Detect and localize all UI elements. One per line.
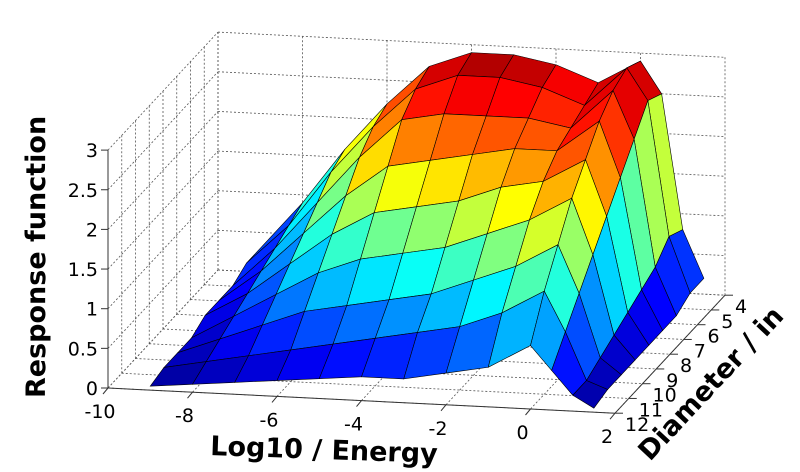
x-tick-mark (609, 412, 616, 420)
x-tick-mark (102, 387, 109, 395)
y-tick-label: 10 (653, 385, 677, 407)
x-tick-label: -4 (344, 414, 363, 436)
y-tick-label: 12 (625, 414, 649, 436)
x-axis-label: Log10 / Energy (210, 431, 439, 470)
x-tick-label: -2 (429, 418, 448, 440)
x-tick-label: -10 (84, 401, 115, 423)
x-tick-mark (356, 400, 362, 407)
y-tick-label: 6 (708, 326, 720, 348)
side-wall-grid-line (107, 230, 219, 349)
x-tick-mark (440, 404, 447, 412)
y-tick-label: 8 (680, 355, 692, 377)
x-tick-mark (187, 391, 193, 399)
surface-patch (572, 380, 609, 409)
z-tick-label: 3 (86, 140, 98, 162)
x-tick-label: 0 (516, 422, 528, 444)
z-tick-label: 1.5 (68, 259, 98, 281)
back-wall-grid-line (217, 31, 726, 58)
surface (149, 52, 705, 409)
y-tick-label: 7 (694, 340, 706, 362)
side-wall-grid-line (107, 31, 219, 151)
y-tick-label: 4 (735, 296, 747, 318)
x-tick-label: -6 (260, 409, 279, 431)
z-tick-label: 0.5 (68, 338, 98, 360)
x-tick-mark (271, 396, 278, 403)
z-tick-label: 0 (86, 378, 98, 400)
z-tick-label: 1 (86, 299, 98, 321)
y-tick-label: 9 (666, 370, 678, 392)
y-tick-label: 11 (639, 399, 663, 421)
side-wall-grid-line (107, 71, 219, 191)
x-tick-label: -8 (175, 405, 194, 427)
side-wall-grid-line (107, 269, 219, 389)
z-tick-label: 2.5 (68, 180, 98, 202)
side-wall-grid-line (107, 150, 219, 270)
side-wall-grid-line (107, 190, 219, 309)
x-tick-label: 2 (601, 426, 613, 448)
z-axis-label: Response function (21, 116, 52, 398)
x-tick-mark (525, 408, 531, 416)
y-tick-label: 5 (721, 311, 733, 333)
side-wall-grid-line (107, 111, 219, 230)
z-tick-label: 2 (86, 219, 98, 241)
